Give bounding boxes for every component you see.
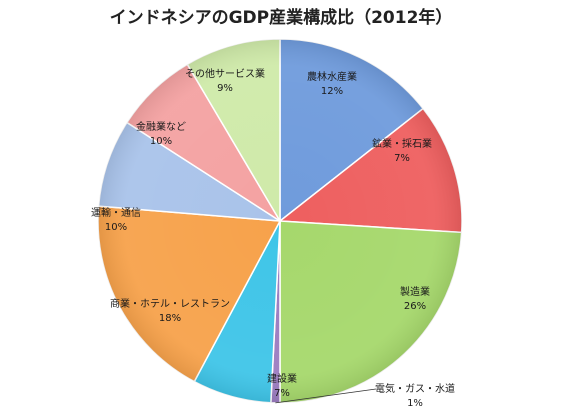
slice-label: 建設業 [267,372,297,385]
slice-percent-label: 12% [321,86,343,97]
slice-labels: 農林水産業 12% 鉱業・採石業 7% 製造業 26% 電気・ガス・水道 1% 建設業 7% 商業・… [91,67,455,409]
leader-line [275,388,377,404]
slice-percent-label: 7% [274,388,290,399]
slice-label: 鉱業・採石業 [372,137,432,150]
slice-label: その他サービス業 [185,67,265,80]
chart-title: インドネシアのGDP産業構成比（2012年） [110,7,453,28]
slice-percent-label: 10% [150,136,172,147]
slice-percent-label: 1% [407,398,423,409]
slice-percent-label: 18% [159,313,181,324]
slice-label: 運輸・通信 [91,206,141,219]
slice-percent-label: 10% [105,222,127,233]
slice-percent-label: 9% [217,83,233,94]
slice-label: 金融業など [136,120,186,133]
pie-slices [97,38,463,404]
slice-label: 製造業 [400,285,430,298]
slice-percent-label: 26% [404,301,426,312]
pie-slice [279,220,463,404]
slice-percent-label: 7% [394,153,410,164]
slice-label: 商業・ホテル・レストラン [110,297,230,310]
slice-label: 農林水産業 [307,70,357,83]
slice-label: 電気・ガス・水道 [375,382,455,395]
